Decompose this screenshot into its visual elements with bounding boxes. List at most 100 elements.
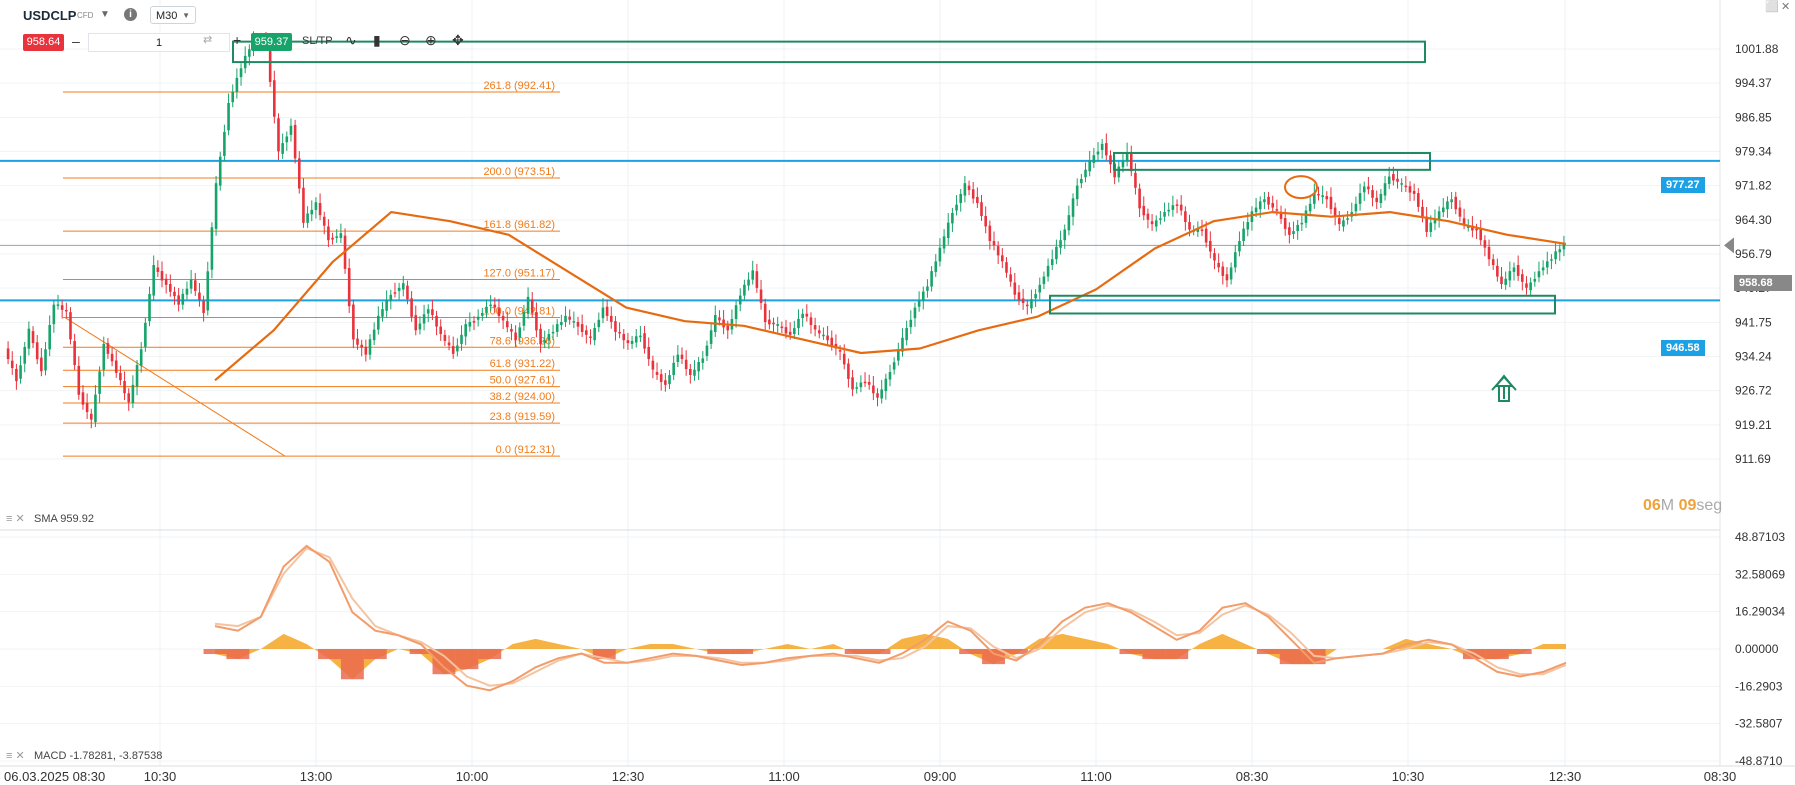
up-arrow-icon	[1491, 375, 1517, 402]
price-axis-label: 994.37	[1735, 76, 1772, 90]
candle-body	[1250, 211, 1254, 223]
fib-level-label: 161.8 (961.82)	[483, 219, 555, 231]
timeframe-select[interactable]: M30 ▼	[150, 6, 196, 24]
candle-body	[867, 381, 871, 385]
candle-body	[1129, 153, 1133, 172]
candle-body	[493, 304, 497, 308]
candle-body	[385, 299, 388, 311]
line-chart-icon[interactable]: ∿	[345, 32, 357, 48]
candle-body	[1367, 186, 1370, 190]
candle-body	[1096, 151, 1100, 155]
candle-body	[1080, 178, 1083, 184]
swap-icon[interactable]: ⇄	[203, 34, 213, 46]
candle-body	[664, 380, 667, 385]
candle-body	[397, 287, 401, 291]
candle-body	[768, 319, 771, 325]
zone-box	[1113, 152, 1431, 171]
restore-icon[interactable]: ⬜	[1765, 1, 1779, 13]
time-axis-label: 09:00	[924, 769, 957, 784]
candle-body	[909, 319, 913, 328]
candle-body	[639, 335, 642, 338]
candle-body	[967, 185, 971, 191]
candle-body	[52, 304, 56, 325]
candle-body	[1525, 283, 1528, 288]
sell-button[interactable]: 958.64	[23, 34, 64, 51]
candle-body	[1009, 274, 1012, 282]
macd-histogram-bar	[478, 649, 502, 660]
candle-body	[847, 363, 850, 379]
candle-body	[826, 335, 829, 341]
fib-level-label: 38.2 (924.00)	[490, 391, 555, 403]
candle-body	[1412, 190, 1416, 194]
candle-body	[1242, 228, 1245, 242]
close-icon[interactable]: ✕	[1781, 1, 1791, 13]
price-axis-label: 934.24	[1735, 349, 1772, 363]
candle-body	[1017, 292, 1021, 301]
candles-icon[interactable]: ▮	[373, 32, 381, 48]
candle-body	[622, 334, 626, 341]
candle-body	[352, 304, 355, 340]
candle-body	[1055, 246, 1058, 260]
candle-body	[930, 271, 933, 287]
candle-body	[1425, 216, 1428, 232]
candle-body	[15, 368, 18, 382]
candle-body	[314, 202, 318, 210]
candle-body	[551, 331, 555, 334]
time-axis-label: 11:00	[768, 769, 800, 784]
candle-body	[1450, 199, 1453, 203]
candle-body	[327, 226, 330, 241]
candle-body	[772, 322, 775, 325]
chevron-down-icon[interactable]: ▼	[100, 9, 110, 20]
candle-body	[1254, 207, 1258, 213]
symbol-label[interactable]: USDCLP	[23, 8, 77, 23]
time-axis-label: 06.03.2025 08:30	[4, 769, 105, 784]
candle-countdown: 06M 09seg	[1643, 497, 1722, 515]
macd-histogram-bar	[318, 649, 341, 660]
sltp-button[interactable]: SL/TP	[302, 35, 333, 47]
time-axis-label: 10:00	[456, 769, 489, 784]
candle-body	[1346, 218, 1349, 220]
quantity-input[interactable]: 1	[88, 33, 230, 52]
candle-body	[1025, 304, 1029, 307]
candle-body	[1150, 221, 1154, 225]
candle-body	[347, 268, 351, 307]
candle-body	[206, 271, 210, 311]
candle-body	[273, 80, 276, 117]
candle-body	[555, 324, 559, 332]
candle-body	[938, 247, 942, 262]
candle-body	[1358, 193, 1362, 204]
candle-body	[535, 311, 538, 331]
buy-button[interactable]: 959.37	[251, 33, 292, 51]
candle-body	[1471, 225, 1474, 231]
decrease-quantity-button[interactable]: –	[72, 33, 80, 49]
candle-body	[1179, 204, 1183, 211]
candle-body	[655, 372, 659, 375]
candle-body	[526, 296, 530, 314]
candle-body	[1109, 155, 1112, 165]
price-tag-946: 946.58	[1661, 340, 1705, 356]
candle-body	[1475, 228, 1478, 231]
zoom-out-icon[interactable]: ⊖	[399, 32, 411, 48]
candle-body	[1050, 259, 1054, 266]
candle-body	[780, 326, 784, 329]
trade-toolbar: USDCLP CFD ▼ i M30 ▼ 958.64 – 1 ⇄ + 959.…	[0, 0, 560, 54]
info-icon[interactable]: i	[124, 8, 137, 21]
candle-body	[169, 284, 172, 292]
candle-body	[672, 362, 675, 376]
candle-body	[381, 309, 384, 317]
price-axis-label: 919.21	[1735, 418, 1772, 432]
candle-body	[1204, 228, 1208, 243]
candle-body	[809, 317, 813, 326]
symbol-tag: CFD	[77, 11, 94, 20]
macd-legend: MACD -1.78281, -3.87538	[34, 750, 162, 762]
candle-body	[709, 330, 713, 344]
candle-body	[1554, 251, 1557, 260]
candle-body	[647, 346, 651, 360]
candle-body	[485, 306, 488, 313]
candle-body	[401, 283, 405, 290]
zoom-in-icon[interactable]: ⊕	[425, 32, 437, 48]
increase-quantity-button[interactable]: +	[233, 32, 242, 48]
candle-body	[1462, 218, 1466, 225]
crosshair-icon[interactable]: ✥	[452, 32, 464, 48]
